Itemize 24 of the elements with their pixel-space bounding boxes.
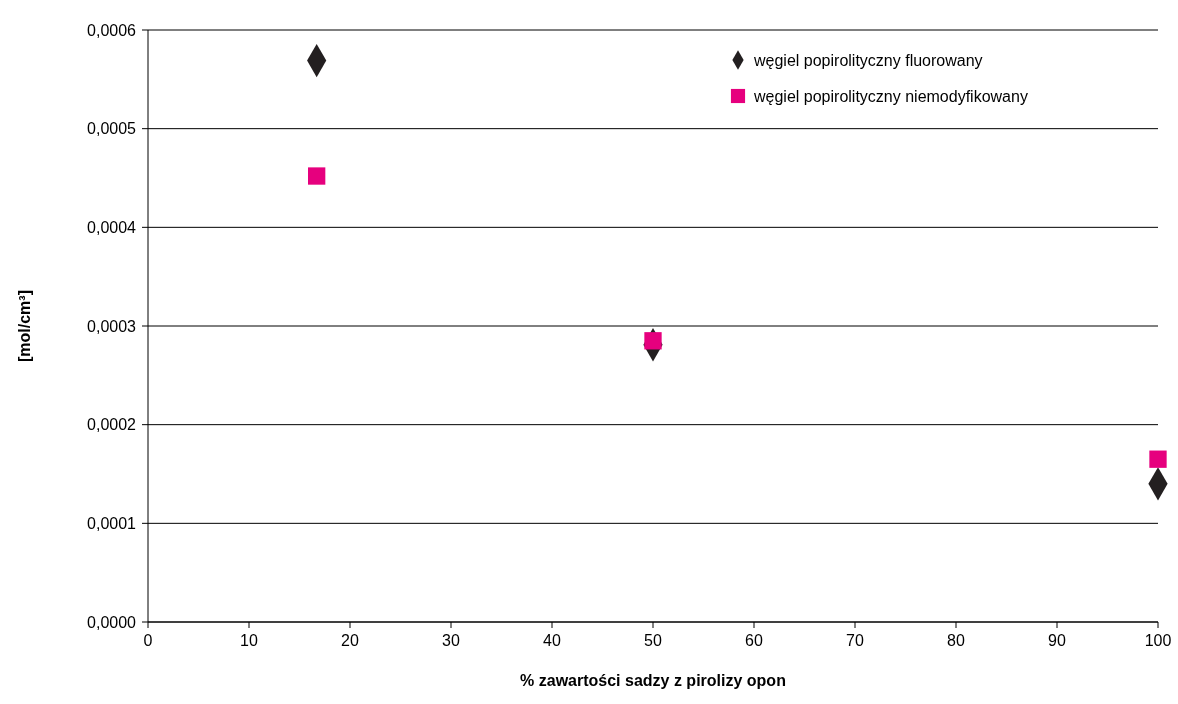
point <box>1149 450 1167 468</box>
x-tick-label: 50 <box>644 632 662 649</box>
x-tick-label: 90 <box>1048 632 1066 649</box>
y-tick-label: 0,0001 <box>87 514 137 532</box>
y-tick-label: 0,0006 <box>87 21 137 39</box>
x-tick-label: 40 <box>543 632 561 649</box>
y-axis-title: [mol/cm³] <box>16 290 33 362</box>
legend-label: węgiel popirolityczny fluorowany <box>753 51 983 69</box>
y-tick-label: 0,0005 <box>87 120 137 138</box>
x-tick-label: 20 <box>341 632 359 649</box>
x-tick-label: 0 <box>143 632 153 649</box>
y-tick-label: 0,0004 <box>87 218 137 236</box>
y-tick-label: 0,0000 <box>87 613 137 631</box>
x-tick-label: 100 <box>1144 632 1172 649</box>
x-tick-label: 30 <box>442 632 460 649</box>
y-tick-label: 0,0002 <box>87 416 137 434</box>
point <box>308 167 326 185</box>
legend-label: węgiel popirolityczny niemodyfikowany <box>753 87 1028 105</box>
x-tick-label: 70 <box>846 632 864 649</box>
y-tick-label: 0,0003 <box>87 317 137 335</box>
x-axis-title: % zawartości sadzy z pirolizy opon <box>520 672 786 689</box>
x-tick-label: 80 <box>947 632 965 649</box>
x-tick-label: 10 <box>240 632 258 649</box>
x-tick-label: 60 <box>745 632 763 649</box>
